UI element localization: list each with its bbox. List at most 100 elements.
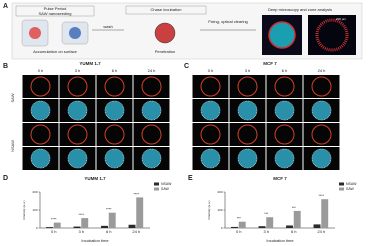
spheroid <box>200 148 221 169</box>
significance: *** <box>264 212 269 216</box>
micrograph <box>192 123 229 146</box>
y-tick-label: 0 <box>221 226 223 230</box>
time-label: 3 h <box>245 68 251 73</box>
legend-label: SAW <box>161 187 170 191</box>
spheroid <box>274 76 295 97</box>
spheroid <box>274 100 295 121</box>
x-tick-label: 0 h <box>236 229 242 234</box>
bar <box>293 210 301 228</box>
spheroid <box>311 148 332 169</box>
spheroid <box>141 100 162 121</box>
bar <box>321 199 329 228</box>
micrograph <box>192 75 229 98</box>
micrograph <box>303 123 340 146</box>
spheroid <box>67 148 88 169</box>
bar <box>101 225 108 228</box>
micrograph <box>229 75 266 98</box>
x-axis-label: Incubation time <box>81 238 109 243</box>
spheroid <box>30 100 51 121</box>
legend-label: SAW <box>346 187 355 191</box>
panel-title: MCF 7 <box>263 61 277 66</box>
micrograph <box>22 123 59 146</box>
y-tick-label: 0 <box>36 226 38 230</box>
time-label: 0 h <box>38 68 44 73</box>
row-label: NSAW <box>10 140 15 152</box>
spheroid <box>311 76 332 97</box>
x-tick-label: 6 h <box>291 229 297 234</box>
spheroid <box>67 100 88 121</box>
bar <box>286 225 293 228</box>
time-label: 0 h <box>208 68 214 73</box>
x-tick-label: 3 h <box>263 229 269 234</box>
panel-label: E <box>188 175 193 182</box>
micrograph <box>133 123 170 146</box>
spheroid <box>237 76 258 97</box>
panel-label: C <box>184 63 189 70</box>
legend-label: NSAW <box>346 182 357 186</box>
legend-swatch <box>339 187 344 191</box>
panel-title: YUMM 1.7 <box>79 61 101 66</box>
bar <box>128 224 136 228</box>
time-label: 24 h <box>148 68 156 73</box>
x-axis-label: Incubation time <box>266 238 294 243</box>
significance: **** <box>134 192 140 196</box>
spheroid <box>311 100 332 121</box>
time-label: 6 h <box>282 68 288 73</box>
spheroid <box>200 100 221 121</box>
step-label: SAW nanoseeding <box>39 11 72 16</box>
legend-swatch <box>154 182 159 186</box>
legend-swatch <box>339 182 344 186</box>
panel-label: D <box>3 175 8 182</box>
micrograph <box>303 75 340 98</box>
spheroid <box>30 148 51 169</box>
row-label: SAW <box>10 93 15 102</box>
x-tick-label: 24 h <box>317 229 325 234</box>
spheroid <box>200 76 221 97</box>
caption: Penetration <box>155 49 175 54</box>
spheroid <box>237 124 258 145</box>
bar <box>313 224 321 228</box>
bar <box>46 227 53 228</box>
micrograph <box>266 75 303 98</box>
spheroid <box>237 148 258 169</box>
bar <box>231 226 238 228</box>
spheroid <box>67 76 88 97</box>
x-tick-label: 6 h <box>106 229 112 234</box>
panel-label: A <box>3 3 8 10</box>
micrograph <box>133 75 170 98</box>
spheroid <box>30 124 51 145</box>
x-tick-label: 0 h <box>51 229 57 234</box>
spheroid <box>311 124 332 145</box>
spheroid <box>104 148 125 169</box>
legend-swatch <box>154 187 159 191</box>
significance: *** <box>237 217 242 221</box>
spheroid <box>141 76 162 97</box>
spheroid <box>200 124 221 145</box>
spheroid <box>29 27 41 39</box>
micrograph <box>96 123 133 146</box>
bar <box>53 222 61 228</box>
y-tick-label: 200 <box>217 190 222 194</box>
step-label: Pulse Period <box>44 6 67 11</box>
spheroid <box>30 76 51 97</box>
chart-title: MCF 7 <box>273 176 287 181</box>
significance: **** <box>106 208 112 212</box>
micrograph <box>229 123 266 146</box>
spheroid <box>141 148 162 169</box>
x-tick-label: 3 h <box>78 229 84 234</box>
bar <box>258 226 266 228</box>
significance: **** <box>79 213 85 217</box>
bar <box>81 218 89 228</box>
chart-title: YUMM 1.7 <box>84 176 106 181</box>
spheroid <box>274 124 295 145</box>
time-label: 3 h <box>75 68 81 73</box>
spheroid <box>274 148 295 169</box>
spheroid <box>141 124 162 145</box>
step-box <box>125 5 207 15</box>
x-tick-label: 24 h <box>132 229 140 234</box>
panel-label: B <box>3 63 8 70</box>
y-axis-label: Intensity (a.u.) <box>207 200 211 219</box>
bar <box>108 212 116 228</box>
y-tick-label: 200 <box>32 190 37 194</box>
